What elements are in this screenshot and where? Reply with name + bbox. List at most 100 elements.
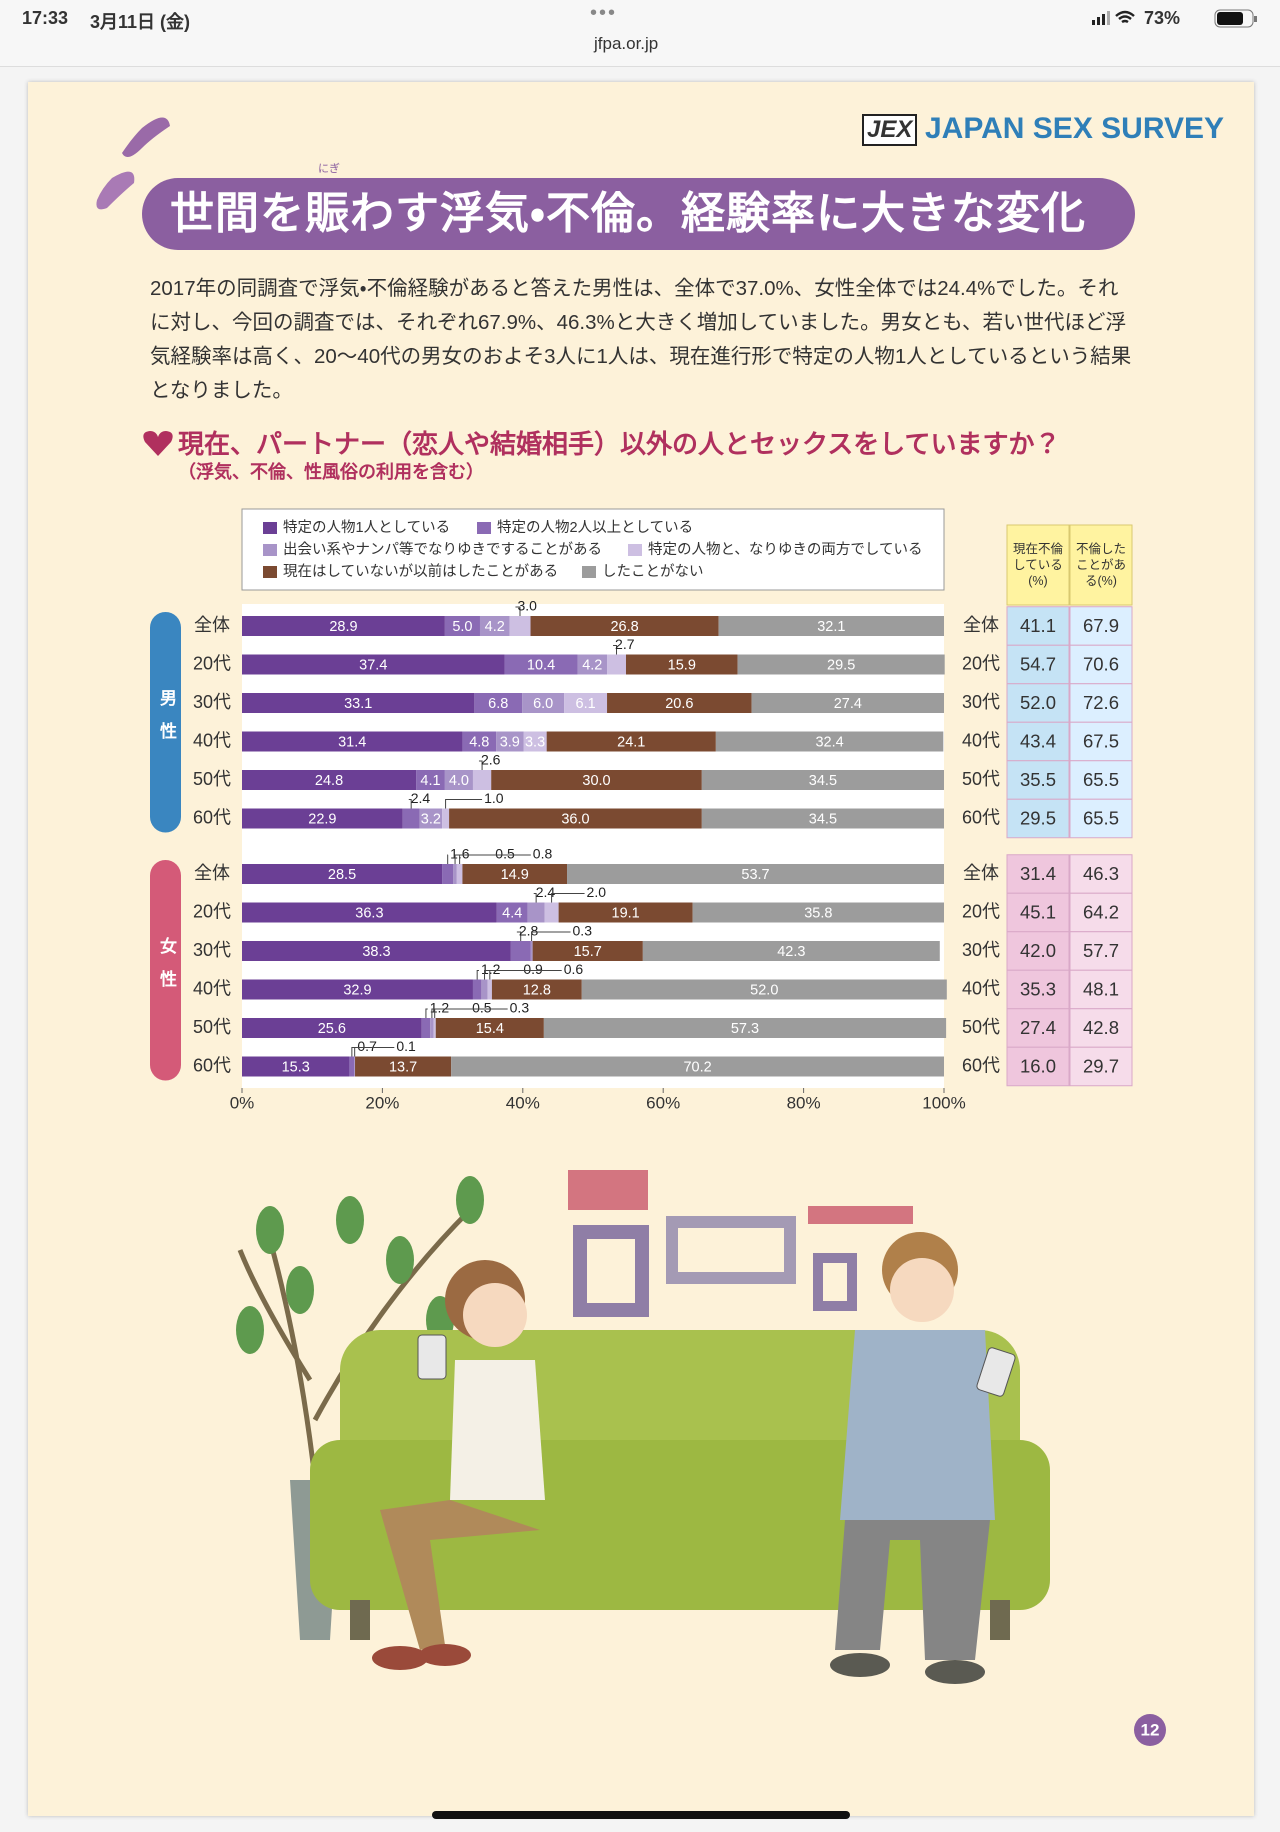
bar-segment bbox=[474, 693, 523, 713]
bar-segment bbox=[527, 902, 545, 923]
callout-line bbox=[459, 854, 531, 864]
table-row-label: 40代 bbox=[962, 730, 1000, 750]
bar-segment bbox=[462, 864, 568, 884]
legend-label: 特定の人物と、なりゆきの両方でしている bbox=[648, 541, 922, 558]
table-cell bbox=[1069, 969, 1133, 1010]
bar-segment bbox=[581, 979, 947, 1000]
value-label: 12.8 bbox=[523, 982, 551, 998]
url[interactable]: jfpa.or.jp bbox=[594, 34, 659, 53]
logo: JEX bbox=[862, 114, 918, 146]
table-value: 27.4 bbox=[1020, 1017, 1056, 1038]
plot-area bbox=[242, 604, 944, 1088]
table-value: 35.3 bbox=[1020, 978, 1056, 999]
row-label: 60代 bbox=[193, 807, 231, 827]
table-header: 不倫したことがある(%) bbox=[1075, 542, 1126, 588]
callout-line bbox=[516, 931, 522, 941]
bar-segment bbox=[242, 1018, 422, 1038]
bar-segment bbox=[751, 693, 944, 713]
value-label: 15.4 bbox=[476, 1021, 504, 1037]
value-label: 33.1 bbox=[344, 696, 372, 712]
table-cell bbox=[1006, 721, 1070, 762]
question-note: （浮気、不倫、性風俗の利用を含む） bbox=[178, 462, 484, 482]
table-cell bbox=[1069, 798, 1133, 839]
bar-segment bbox=[522, 693, 565, 713]
value-label: 38.3 bbox=[362, 944, 390, 960]
legend-swatch bbox=[263, 544, 277, 556]
value-label: 31.4 bbox=[338, 734, 366, 750]
table-value: 52.0 bbox=[1020, 692, 1056, 713]
heart-icon bbox=[143, 431, 173, 456]
table-value: 54.7 bbox=[1020, 653, 1056, 674]
bar-segment bbox=[481, 979, 488, 1000]
time: 17:33 bbox=[22, 8, 69, 28]
value-label: 15.9 bbox=[668, 657, 696, 673]
signal-icons bbox=[1092, 10, 1135, 25]
bar-segment bbox=[718, 616, 944, 636]
group-pill bbox=[150, 612, 181, 833]
date: 3月11日 (金) bbox=[90, 12, 191, 32]
legend-swatch bbox=[263, 566, 277, 578]
table-cell bbox=[1069, 931, 1133, 971]
page-number: 12 bbox=[1141, 1720, 1160, 1739]
bar-segment bbox=[472, 770, 492, 790]
bar-segment bbox=[737, 654, 945, 675]
value-label: 57.3 bbox=[731, 1021, 759, 1037]
bar-segment bbox=[715, 731, 944, 752]
legend-label: 特定の人物1人としている bbox=[283, 519, 450, 536]
bar-segment bbox=[433, 1018, 436, 1038]
body-text: 2017年の同調査で浮気・不倫経験があると答えた男性は、全体で37.0%、女性全… bbox=[150, 277, 1132, 402]
bar-segment bbox=[607, 693, 752, 713]
value-label: 22.9 bbox=[308, 811, 336, 827]
status-bar: 17:33 3月11日 (金) ••• jfpa.or.jp 73% bbox=[0, 0, 1280, 67]
value-label: 32.1 bbox=[817, 619, 845, 635]
bar-segment bbox=[242, 616, 445, 636]
bar-segment bbox=[449, 808, 702, 829]
table-value: 41.1 bbox=[1020, 615, 1056, 636]
table-value: 29.5 bbox=[1020, 807, 1056, 828]
table-cell bbox=[1006, 892, 1070, 933]
callout-line bbox=[551, 893, 585, 903]
bar-segment bbox=[462, 731, 497, 752]
table-cell bbox=[1006, 931, 1070, 971]
value-label: 6.0 bbox=[533, 696, 553, 712]
battery-icon bbox=[1214, 9, 1257, 28]
legend-swatch bbox=[263, 522, 277, 534]
table-header-cell bbox=[1069, 524, 1133, 606]
bar-segment bbox=[242, 731, 463, 752]
value-label: 34.5 bbox=[809, 773, 837, 789]
value-label: 4.0 bbox=[449, 773, 469, 789]
value-label: 32.4 bbox=[815, 734, 843, 750]
table-value: 29.7 bbox=[1083, 1055, 1119, 1076]
legend-swatch bbox=[582, 566, 596, 578]
x-tick-label: 80% bbox=[787, 1093, 821, 1112]
value-label: 4.1 bbox=[420, 773, 440, 789]
bar-segment bbox=[242, 864, 443, 884]
bar-segment bbox=[530, 941, 533, 961]
bar-segment bbox=[442, 808, 450, 829]
bar-segment bbox=[491, 979, 582, 1000]
value-label: 1.0 bbox=[484, 790, 504, 806]
value-label: 6.8 bbox=[488, 696, 508, 712]
bar-segment bbox=[355, 1056, 452, 1077]
bar-segment bbox=[451, 1056, 944, 1077]
value-label: 52.0 bbox=[750, 982, 778, 998]
value-label: 3.3 bbox=[525, 734, 545, 750]
bar-segment bbox=[444, 616, 480, 636]
x-tick-label: 20% bbox=[365, 1093, 399, 1112]
bar-segment bbox=[642, 941, 940, 961]
value-label: 0.3 bbox=[510, 1000, 530, 1016]
bar-segment bbox=[558, 902, 693, 923]
table-cell bbox=[1006, 1046, 1070, 1087]
row-label: 40代 bbox=[193, 978, 231, 998]
callout-line bbox=[489, 970, 562, 980]
value-label: 1.2 bbox=[430, 1000, 450, 1016]
callout-line bbox=[354, 1047, 395, 1057]
legend-label: 特定の人物2人以上としている bbox=[497, 519, 693, 536]
table-cell bbox=[1069, 854, 1133, 894]
callout-line bbox=[434, 1008, 508, 1018]
question: 現在、パートナー（恋人や結婚相手）以外の人とセックスをしていますか？ bbox=[178, 429, 1061, 459]
table-row-label: 20代 bbox=[962, 901, 1000, 921]
bar-segment bbox=[453, 864, 457, 884]
value-label: 0.3 bbox=[573, 923, 593, 939]
